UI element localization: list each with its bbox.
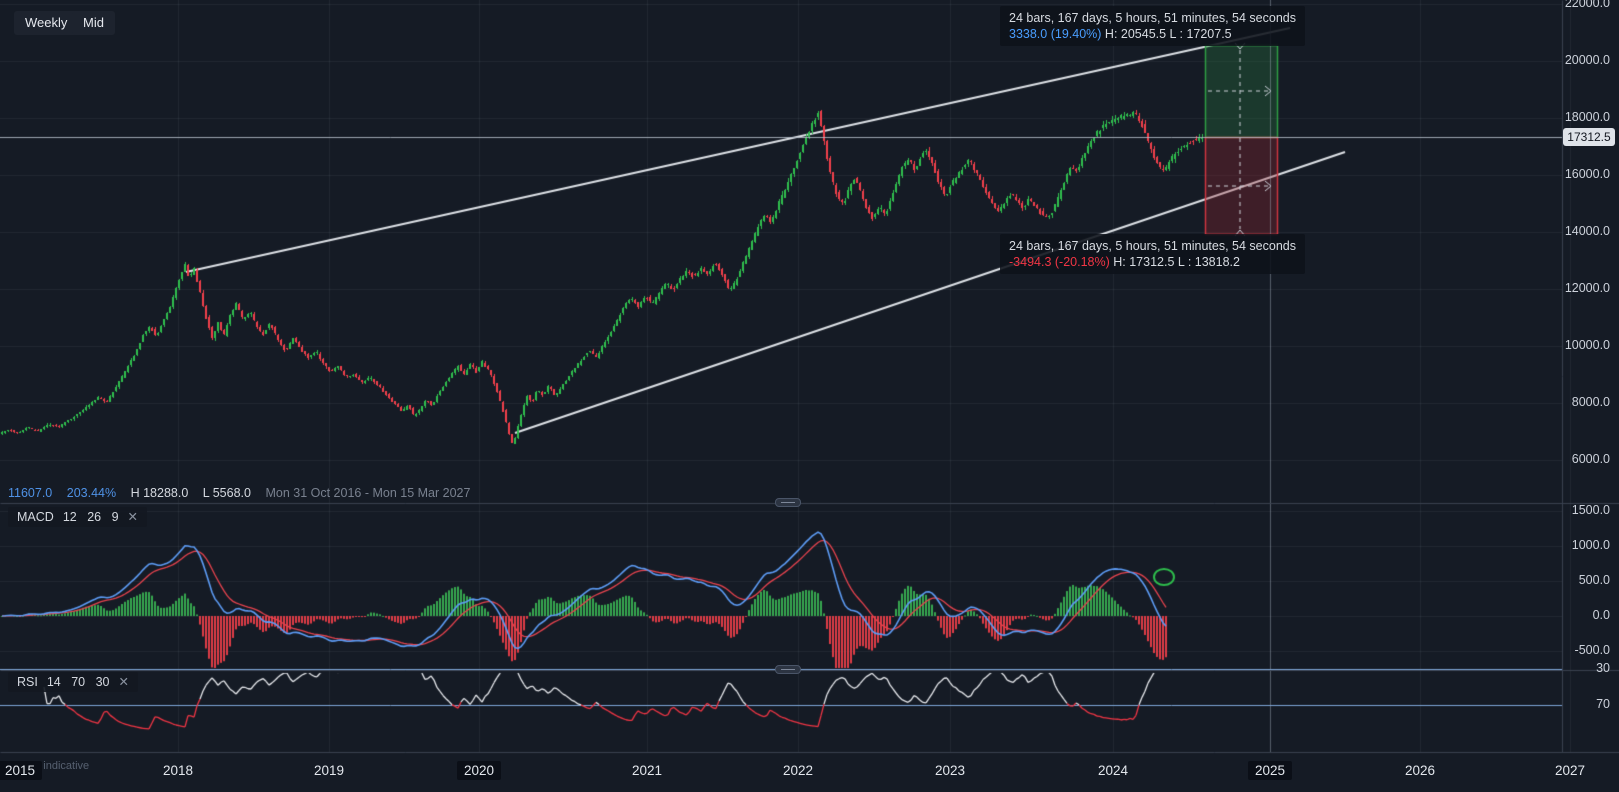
- year-label: 2019: [313, 763, 345, 778]
- price-axis-tick: 22000.0: [1564, 0, 1610, 10]
- measure-down-high-low: H: 17312.5 L : 13818.2: [1109, 255, 1240, 269]
- time-axis-label-2023: 2023: [922, 763, 978, 778]
- time-axis-label-2024: 2024: [1085, 763, 1141, 778]
- time-axis-label-2018: 2018: [150, 763, 206, 778]
- pane-resize-handle[interactable]: [775, 498, 801, 507]
- macd-axis-tick: 1000.0: [1571, 538, 1610, 553]
- year-label: 2015: [0, 761, 43, 780]
- time-axis-label-2022: 2022: [770, 763, 826, 778]
- price-axis-tick: 10000.0: [1564, 338, 1610, 352]
- interval-button[interactable]: Weekly: [14, 11, 79, 35]
- macd-label: MACD: [17, 510, 54, 524]
- macd-axis-tick: 500.0: [1578, 573, 1610, 588]
- time-axis-label-2027: 2027: [1542, 763, 1598, 778]
- measure-up-change: 3338.0 (19.40%): [1009, 27, 1102, 41]
- measure-down-duration: 24 bars, 167 days, 5 hours, 51 minutes, …: [1009, 239, 1296, 253]
- status-date-range: Mon 31 Oct 2016 - Mon 15 Mar 2027: [265, 486, 471, 500]
- status-low: L 5568.0: [202, 486, 251, 500]
- macd-remove-icon[interactable]: ✕: [127, 510, 139, 524]
- year-label: 2026: [1404, 763, 1436, 778]
- year-label: 2023: [934, 763, 966, 778]
- pane-resize-handle[interactable]: [775, 665, 801, 674]
- time-axis-label-2015: 2015: [0, 761, 48, 780]
- rsi-remove-icon[interactable]: ✕: [118, 675, 129, 689]
- measure-up-values: 3338.0 (19.40%) H: 20545.5 L : 17207.5: [1009, 26, 1296, 42]
- time-axis-label-2025: 2025: [1242, 761, 1298, 780]
- macd-indicator-legend: MACD 12 26 9 ✕: [8, 507, 148, 527]
- time-axis-label-2019: 2019: [301, 763, 357, 778]
- rsi-axis-tick: 70: [1596, 697, 1610, 711]
- rsi-params: 14 70 30: [46, 675, 110, 689]
- year-label: 2025: [1247, 761, 1293, 780]
- time-axis-label-2026: 2026: [1392, 763, 1448, 778]
- measure-down-values: -3494.3 (-20.18%) H: 17312.5 L : 13818.2: [1009, 254, 1296, 270]
- measure-annotation-up: 24 bars, 167 days, 5 hours, 51 minutes, …: [1000, 6, 1305, 46]
- measure-up-duration: 24 bars, 167 days, 5 hours, 51 minutes, …: [1009, 11, 1296, 25]
- price-axis-tick: 18000.0: [1564, 110, 1610, 124]
- symbol-status-bar: 11607.0 203.44% H 18288.0 L 5568.0 Mon 3…: [8, 486, 481, 500]
- price-axis-tick: 16000.0: [1564, 167, 1610, 181]
- measure-up-high-low: H: 20545.5 L : 17207.5: [1101, 27, 1232, 41]
- time-axis-label-2021: 2021: [619, 763, 675, 778]
- year-label: 2021: [631, 763, 663, 778]
- price-axis-tick: 8000.0: [1571, 395, 1610, 409]
- year-label: 2022: [782, 763, 814, 778]
- year-label: 2024: [1097, 763, 1129, 778]
- measure-down-change: -3494.3 (-20.18%): [1009, 255, 1110, 269]
- chart-style-button[interactable]: Mid: [72, 11, 115, 35]
- time-axis-label-2020: 2020: [451, 761, 507, 780]
- macd-axis-tick: 0.0: [1592, 608, 1610, 622]
- price-axis-tick: 12000.0: [1564, 281, 1610, 295]
- status-change-pct: 203.44%: [66, 486, 117, 500]
- price-axis-tick: 20000.0: [1564, 53, 1610, 67]
- rsi-indicator-legend: RSI 14 70 30 ✕: [8, 672, 138, 692]
- rsi-axis-tick: 30: [1596, 661, 1610, 675]
- macd-params: 12 26 9: [62, 510, 119, 524]
- year-label: 2027: [1554, 763, 1586, 778]
- status-high: H 18288.0: [130, 486, 189, 500]
- macd-axis-tick: -500.0: [1574, 642, 1610, 657]
- price-axis-tick: 14000.0: [1564, 224, 1610, 238]
- year-label: 2020: [456, 761, 502, 780]
- macd-axis-tick: 1500.0: [1571, 503, 1610, 518]
- rsi-label: RSI: [17, 675, 38, 689]
- measure-annotation-down: 24 bars, 167 days, 5 hours, 51 minutes, …: [1000, 234, 1305, 274]
- price-axis-tick: 6000.0: [1571, 452, 1610, 466]
- crosshair-price-label: 17312.5: [1563, 128, 1615, 146]
- year-label: 2018: [162, 763, 194, 778]
- status-price: 11607.0: [8, 486, 53, 500]
